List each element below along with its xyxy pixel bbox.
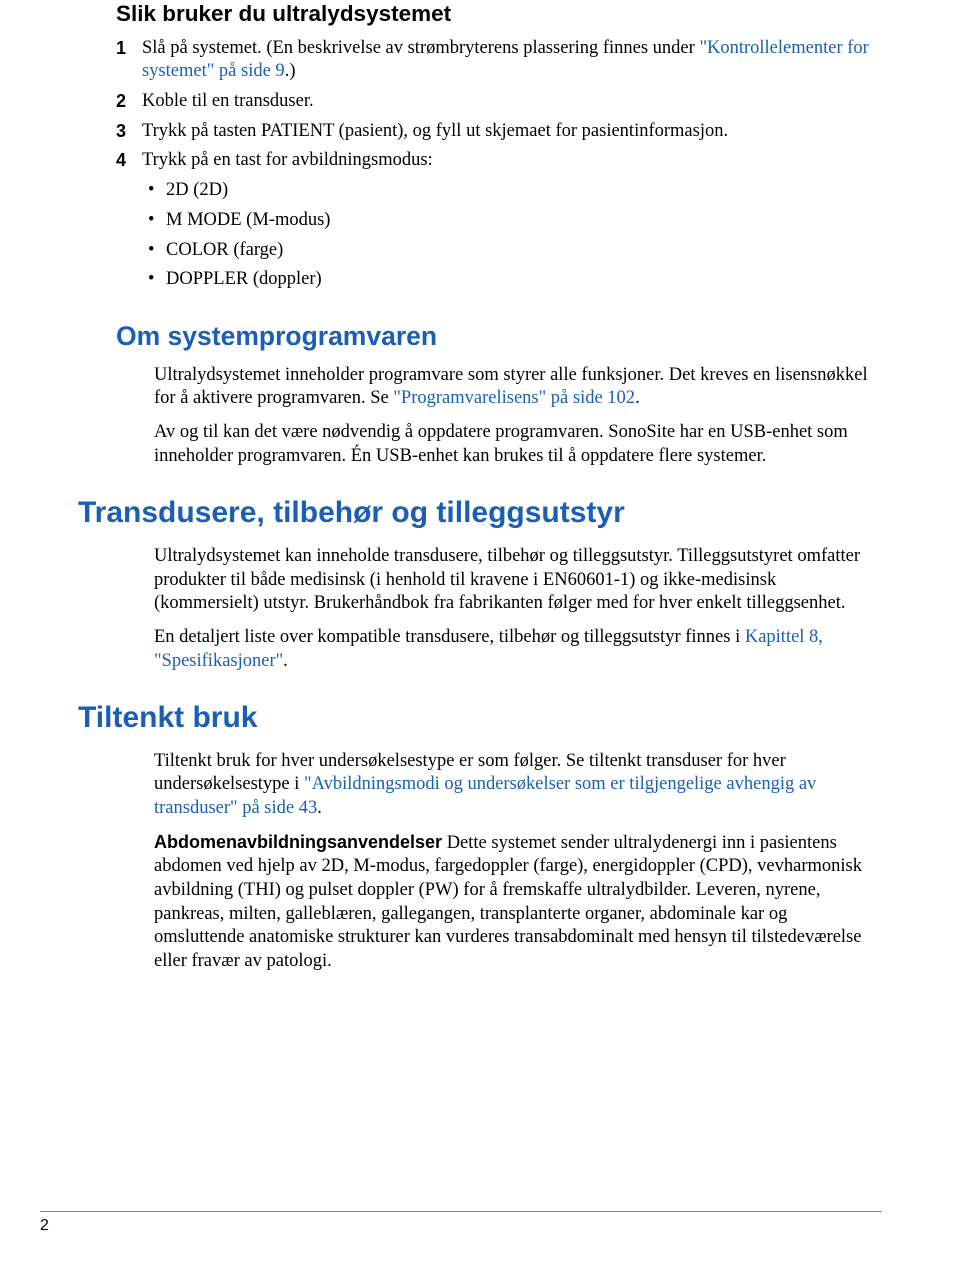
step-2: 2 Koble til en transduser. <box>142 90 882 114</box>
link-license[interactable]: "Programvarelisens" på side 102 <box>393 388 635 408</box>
footer-rule <box>40 1211 882 1212</box>
intended-use-paragraph-1: Tiltenkt bruk for hver undersøkelsestype… <box>154 750 882 821</box>
text: En detaljert liste over kompatible trans… <box>154 627 745 647</box>
text: . <box>283 651 288 671</box>
transducers-paragraph-2: En detaljert liste over kompatible trans… <box>154 626 882 673</box>
usage-steps: 1 Slå på systemet. (En beskrivelse av st… <box>116 37 882 292</box>
bullet-2d: 2D (2D) <box>166 179 882 203</box>
transducers-paragraph-1: Ultralydsystemet kan inneholde transduse… <box>154 545 882 616</box>
intended-use-heading: Tiltenkt bruk <box>78 699 882 737</box>
abdomen-runin-heading: Abdomenavbildningsanvendelser <box>154 832 442 852</box>
bullet-color: COLOR (farge) <box>166 239 882 263</box>
bullet-mmode: M MODE (M-modus) <box>166 209 882 233</box>
step-number: 2 <box>116 90 126 113</box>
text: Dette systemet sender ultralydenergi inn… <box>154 833 862 971</box>
usage-heading: Slik bruker du ultralydsystemet <box>116 0 882 29</box>
step-text-suffix: .) <box>285 61 296 81</box>
software-heading: Om systemprogramvaren <box>116 320 882 354</box>
step-4: 4 Trykk på en tast for avbildningsmodus:… <box>142 149 882 291</box>
software-paragraph-1: Ultralydsystemet inneholder programvare … <box>154 364 882 411</box>
bullet-doppler: DOPPLER (doppler) <box>166 268 882 292</box>
step-text: Trykk på tasten PATIENT (pasient), og fy… <box>142 121 728 141</box>
mode-bullets: 2D (2D) M MODE (M-modus) COLOR (farge) D… <box>142 179 882 292</box>
step-3: 3 Trykk på tasten PATIENT (pasient), og … <box>142 120 882 144</box>
step-text: Trykk på en tast for avbildningsmodus: <box>142 150 433 170</box>
text: . <box>317 798 322 818</box>
intended-use-paragraph-2: Abdomenavbildningsanvendelser Dette syst… <box>154 831 882 974</box>
step-number: 1 <box>116 37 126 60</box>
transducers-heading: Transdusere, tilbehør og tilleggsutstyr <box>78 494 882 532</box>
step-text: Koble til en transduser. <box>142 91 314 111</box>
step-text-prefix: Slå på systemet. (En beskrivelse av strø… <box>142 38 699 58</box>
software-paragraph-2: Av og til kan det være nødvendig å oppda… <box>154 421 882 468</box>
step-1: 1 Slå på systemet. (En beskrivelse av st… <box>142 37 882 84</box>
step-number: 4 <box>116 149 126 172</box>
step-number: 3 <box>116 120 126 143</box>
text: . <box>635 388 640 408</box>
page-number: 2 <box>40 1216 49 1236</box>
